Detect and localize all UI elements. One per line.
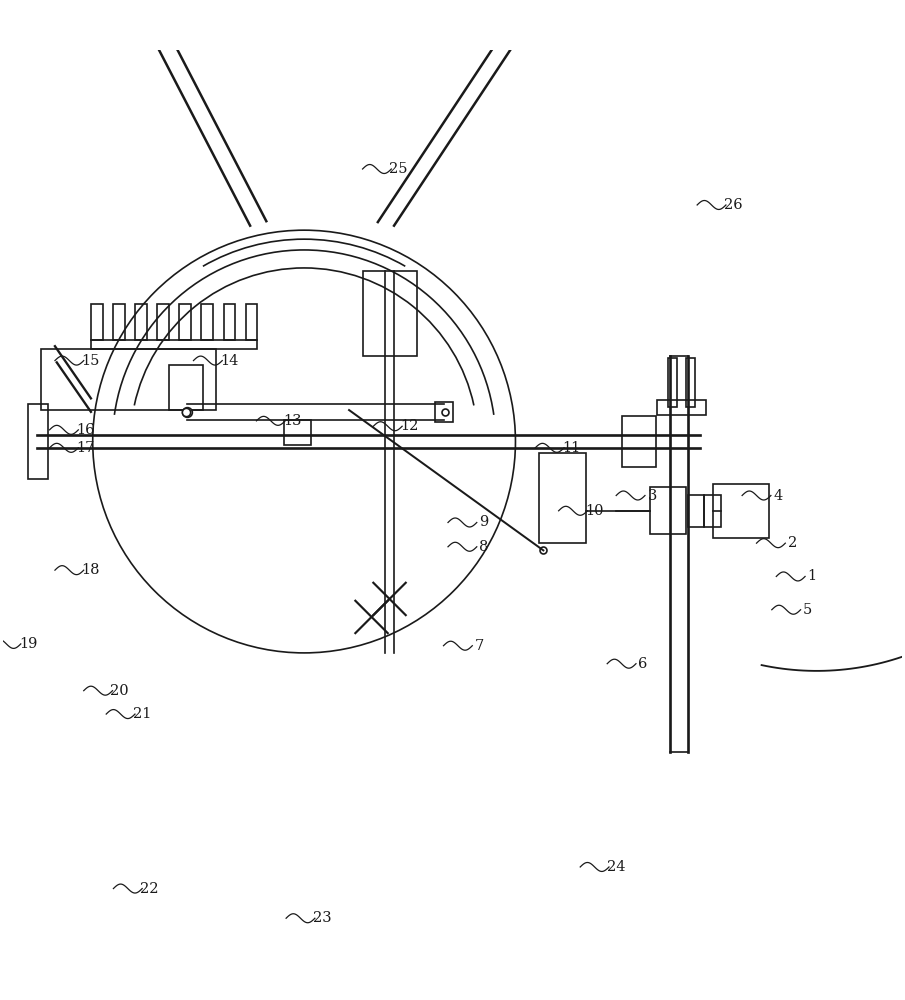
Bar [284,420,311,445]
Text: 13: 13 [283,414,301,428]
Text: 21: 21 [133,707,151,721]
Text: 22: 22 [140,882,158,896]
Text: 19: 19 [19,637,37,651]
Text: 5: 5 [803,603,813,617]
Bar [622,416,656,467]
Text: 6: 6 [639,657,648,671]
Bar [704,495,720,527]
Text: 2: 2 [788,536,797,550]
Bar [686,358,695,407]
Bar [657,400,706,415]
Bar [202,304,213,340]
Bar [224,304,235,340]
Bar [157,304,169,340]
Text: 23: 23 [313,911,331,925]
Text: 7: 7 [475,639,484,653]
Bar [669,358,677,407]
Bar [688,495,704,527]
Text: 16: 16 [76,423,95,437]
Bar [245,304,257,340]
Bar [169,365,204,410]
Bar [90,340,257,349]
Bar [179,304,191,340]
Text: 17: 17 [76,441,95,455]
Text: 8: 8 [480,540,489,554]
Text: 10: 10 [586,504,604,518]
Text: 9: 9 [480,515,489,529]
Bar [113,304,125,340]
Bar [651,487,686,534]
Text: 14: 14 [220,354,239,368]
Bar [41,349,216,410]
Text: 26: 26 [724,198,742,212]
Bar [538,453,586,543]
Bar [434,402,452,422]
Text: 12: 12 [400,419,418,433]
Bar [28,404,48,479]
Bar [135,304,147,340]
Text: 4: 4 [774,489,783,503]
Text: 25: 25 [389,162,408,176]
Text: 15: 15 [81,354,100,368]
Bar [363,271,416,356]
Text: 20: 20 [110,684,129,698]
Text: 11: 11 [562,441,580,455]
Text: 1: 1 [808,569,817,583]
Bar [713,484,769,538]
Text: 18: 18 [81,563,100,577]
Text: 24: 24 [607,860,625,874]
Text: 3: 3 [647,489,657,503]
Bar [90,304,102,340]
